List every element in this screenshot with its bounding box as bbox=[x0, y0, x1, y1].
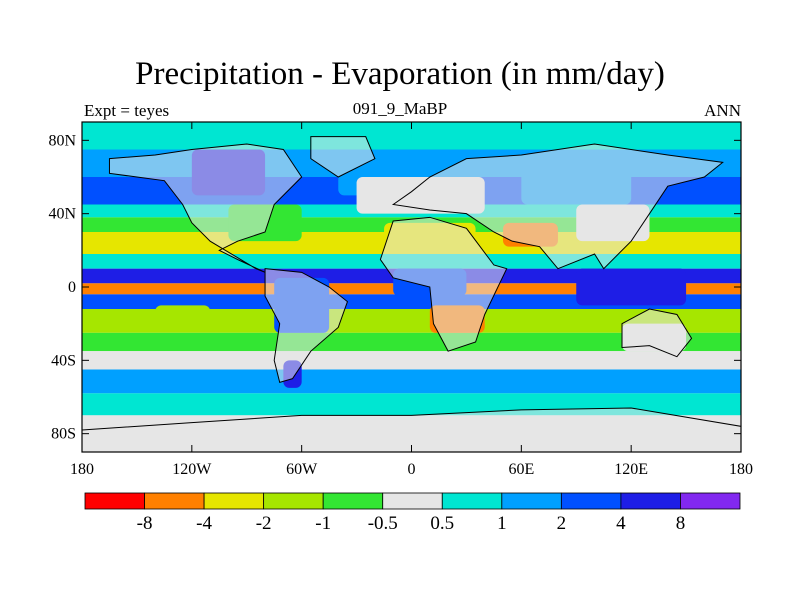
x-tick-label: 180 bbox=[729, 461, 753, 478]
colorbar-level-label: -2 bbox=[256, 513, 272, 534]
continent-outline bbox=[391, 143, 724, 270]
colorbar-level-label: -8 bbox=[137, 513, 153, 534]
colorbar-swatch bbox=[144, 492, 205, 510]
colorbar-swatch bbox=[441, 492, 503, 510]
field-band bbox=[82, 332, 741, 352]
y-tick-label: 0 bbox=[68, 279, 76, 296]
season-label: ANN bbox=[704, 101, 741, 120]
colorbar-swatch bbox=[620, 492, 681, 510]
continent-outline bbox=[264, 268, 349, 383]
continent-outline bbox=[621, 308, 693, 358]
experiment-label: Expt = teyes bbox=[84, 101, 170, 120]
continent-outline bbox=[379, 216, 508, 352]
field-patch bbox=[155, 305, 211, 324]
colorbar-swatch bbox=[382, 492, 443, 510]
x-tick-label: 60W bbox=[286, 461, 318, 478]
colorbar-level-label: -4 bbox=[196, 513, 212, 534]
colorbar-swatch bbox=[680, 492, 741, 510]
colorbar-level-label: 0.5 bbox=[430, 513, 454, 534]
colorbar-level-label: 2 bbox=[557, 513, 567, 534]
field-patch bbox=[576, 268, 687, 306]
x-tick-label: 120W bbox=[172, 461, 212, 478]
y-tick-label: 40S bbox=[51, 352, 76, 369]
colorbar-level-label: -0.5 bbox=[368, 513, 398, 534]
continent-outline bbox=[310, 136, 376, 178]
y-tick-label: 40N bbox=[48, 206, 76, 223]
y-tick-label: 80N bbox=[48, 132, 76, 149]
colorbar-level-label: 8 bbox=[676, 513, 686, 534]
colorbar-swatch bbox=[84, 492, 145, 510]
chart-title: Precipitation - Evaporation (in mm/day) bbox=[135, 56, 665, 92]
field-band bbox=[82, 369, 741, 394]
colorbar-swatch bbox=[560, 492, 622, 510]
colorbar-level-label: 4 bbox=[616, 513, 626, 534]
field-band bbox=[82, 309, 741, 333]
x-tick-label: 60E bbox=[508, 461, 534, 478]
colorbar-swatch bbox=[322, 492, 384, 510]
x-tick-label: 120E bbox=[614, 461, 648, 478]
colorbar-swatch bbox=[263, 492, 324, 510]
colorbar-level-label: 1 bbox=[497, 513, 507, 534]
continent-outline bbox=[108, 143, 303, 273]
x-tick-label: 180 bbox=[70, 461, 94, 478]
colorbar-swatch bbox=[501, 492, 562, 510]
field-band bbox=[82, 351, 741, 370]
colorbar-swatch bbox=[203, 492, 265, 510]
y-tick-label: 80S bbox=[51, 426, 76, 443]
period-label: 091_9_MaBP bbox=[352, 99, 448, 118]
colorbar-level-label: -1 bbox=[315, 513, 331, 534]
x-tick-label: 0 bbox=[408, 461, 416, 478]
